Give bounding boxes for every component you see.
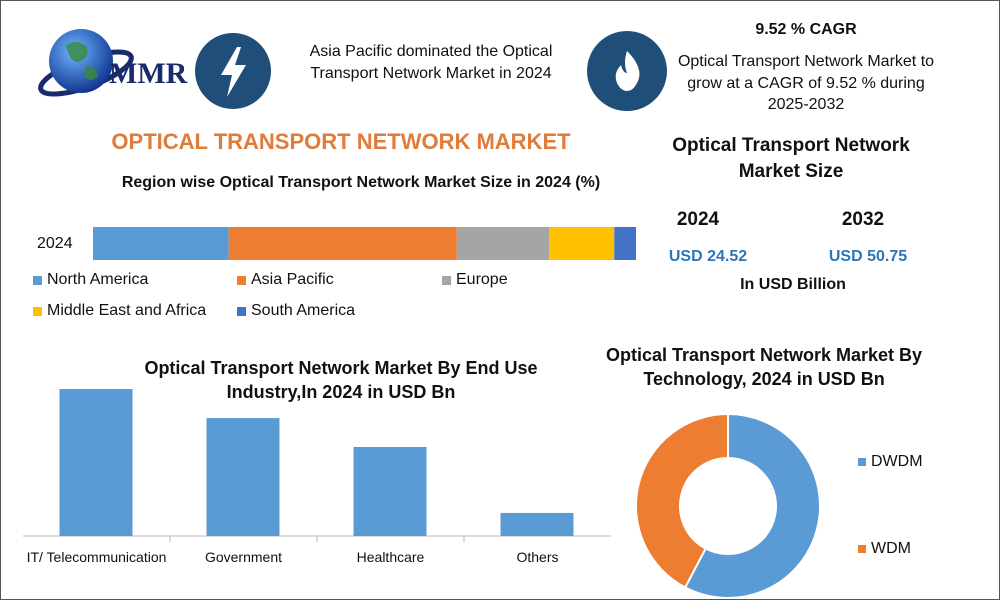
chart-title: Optical Transport Network Market By End …: [144, 358, 538, 403]
x-tick-label: Healthcare: [356, 549, 425, 565]
size-value: USD 50.75: [828, 248, 908, 265]
x-tick-label: Others: [516, 549, 559, 565]
bar: [353, 446, 427, 536]
bolt-icon: [221, 47, 246, 97]
legend-marker: [237, 276, 246, 285]
x-tick-label: Government: [204, 549, 283, 565]
size-year: 2024: [676, 209, 720, 230]
legend-marker: [858, 458, 866, 466]
legend-label: Middle East and Africa: [47, 302, 207, 319]
cagr-text: Optical Transport Network Market to grow…: [677, 53, 935, 114]
bar-segment: [549, 227, 615, 260]
chart-title: Optical Transport Network Market By Tech…: [605, 345, 923, 390]
size-title: Optical Transport Network Market Size: [672, 135, 910, 182]
bar-segment: [228, 227, 457, 260]
legend-marker: [237, 307, 246, 316]
highlight-text: Asia Pacific dominated the Optical Trans…: [309, 43, 553, 82]
x-tick-label: IT/ Telecommunication: [26, 549, 167, 565]
main-title: OPTICAL TRANSPORT NETWORK MARKET: [111, 129, 571, 154]
legend-label: DWDM: [871, 453, 923, 470]
flame-icon: [615, 51, 640, 91]
chart-title: Region wise Optical Transport Network Ma…: [121, 174, 601, 191]
bar: [500, 512, 574, 536]
size-year: 2032: [841, 209, 885, 230]
legend-marker: [858, 545, 866, 553]
logo-land: [66, 42, 98, 80]
legend-label: South America: [251, 302, 356, 319]
bar-segment: [93, 227, 229, 260]
legend-label: Asia Pacific: [251, 271, 334, 288]
legend-label: WDM: [871, 540, 911, 557]
legend-label: Europe: [456, 271, 508, 288]
size-unit: In USD Billion: [740, 276, 846, 293]
size-value: USD 24.52: [668, 248, 748, 265]
legend-label: North America: [47, 271, 149, 288]
bar: [59, 389, 133, 536]
logo-text: MMR: [109, 57, 188, 90]
bar-segment: [456, 227, 550, 260]
bar-segment: [614, 227, 636, 260]
cagr-title: 9.52 % CAGR: [755, 21, 857, 38]
donut-slice: [683, 412, 821, 599]
donut-slice: [635, 412, 729, 589]
bar: [206, 418, 280, 536]
y-tick-label: 2024: [37, 235, 73, 252]
legend-marker: [442, 276, 451, 285]
legend-marker: [33, 276, 42, 285]
legend-marker: [33, 307, 42, 316]
